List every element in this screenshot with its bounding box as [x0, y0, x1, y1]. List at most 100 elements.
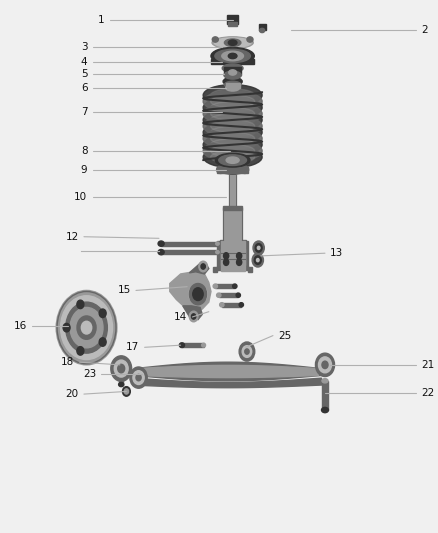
Ellipse shape [217, 293, 221, 297]
Circle shape [322, 361, 328, 368]
Text: 10: 10 [74, 192, 88, 203]
Ellipse shape [203, 97, 262, 118]
Circle shape [99, 309, 106, 318]
Circle shape [191, 314, 196, 319]
Ellipse shape [260, 28, 265, 33]
Text: 23: 23 [83, 369, 96, 379]
Circle shape [136, 374, 141, 381]
Ellipse shape [211, 114, 255, 126]
Ellipse shape [224, 81, 241, 88]
Circle shape [253, 241, 264, 255]
Circle shape [124, 389, 129, 394]
Circle shape [239, 342, 255, 361]
Text: 14: 14 [174, 312, 187, 322]
Text: 22: 22 [421, 388, 434, 398]
Circle shape [123, 386, 131, 396]
Ellipse shape [201, 343, 205, 347]
Ellipse shape [203, 85, 262, 106]
Ellipse shape [216, 242, 219, 245]
Circle shape [118, 365, 125, 373]
Ellipse shape [203, 134, 262, 155]
Text: 3: 3 [81, 43, 88, 52]
Ellipse shape [216, 251, 219, 254]
Ellipse shape [215, 154, 250, 167]
Text: 7: 7 [81, 107, 88, 117]
Bar [119, 368, 124, 384]
Text: 4: 4 [81, 57, 88, 67]
Ellipse shape [224, 39, 241, 46]
Polygon shape [183, 306, 202, 320]
Ellipse shape [239, 303, 244, 307]
Circle shape [60, 296, 113, 360]
Ellipse shape [226, 157, 239, 164]
Ellipse shape [203, 91, 262, 112]
Ellipse shape [211, 108, 255, 120]
Ellipse shape [322, 378, 328, 383]
Circle shape [77, 346, 84, 355]
Circle shape [237, 253, 242, 259]
Ellipse shape [228, 53, 237, 59]
Bar [220, 249, 245, 271]
Ellipse shape [219, 303, 224, 307]
Ellipse shape [211, 101, 255, 114]
Circle shape [199, 261, 208, 272]
Text: 18: 18 [61, 357, 74, 367]
Ellipse shape [321, 407, 328, 413]
Ellipse shape [211, 47, 254, 64]
Ellipse shape [215, 50, 251, 62]
Text: 5: 5 [81, 69, 88, 79]
Ellipse shape [211, 151, 255, 164]
Text: 17: 17 [126, 342, 139, 352]
Circle shape [56, 290, 117, 365]
Ellipse shape [214, 38, 251, 47]
Text: 16: 16 [14, 321, 27, 331]
Circle shape [254, 256, 261, 264]
Text: 15: 15 [117, 286, 131, 295]
Text: 9: 9 [81, 165, 88, 175]
Circle shape [77, 300, 84, 309]
Bar [161, 241, 217, 246]
Circle shape [189, 311, 198, 322]
Circle shape [257, 259, 259, 262]
Bar [219, 293, 238, 297]
Bar [220, 241, 245, 265]
Ellipse shape [158, 241, 164, 246]
Text: 6: 6 [81, 83, 88, 93]
Circle shape [245, 349, 249, 354]
Ellipse shape [217, 165, 248, 174]
Circle shape [201, 264, 205, 269]
Bar [182, 343, 204, 348]
Ellipse shape [228, 40, 237, 45]
Ellipse shape [217, 166, 224, 173]
Ellipse shape [236, 293, 240, 297]
Circle shape [111, 356, 132, 381]
Polygon shape [135, 362, 321, 381]
Circle shape [130, 367, 147, 388]
Ellipse shape [212, 37, 253, 49]
Circle shape [133, 370, 144, 384]
Circle shape [252, 253, 263, 267]
Text: 12: 12 [66, 232, 79, 242]
Bar [211, 59, 254, 64]
Circle shape [223, 253, 229, 259]
Ellipse shape [211, 126, 255, 139]
Text: 2: 2 [421, 25, 428, 35]
Bar [223, 208, 242, 240]
Ellipse shape [203, 147, 262, 168]
Ellipse shape [203, 128, 262, 149]
Circle shape [189, 284, 207, 305]
Circle shape [81, 321, 92, 334]
Text: 25: 25 [278, 330, 291, 341]
Text: 20: 20 [66, 389, 79, 399]
Bar [259, 24, 265, 30]
Bar [226, 83, 240, 88]
Bar [224, 209, 241, 240]
Bar [228, 22, 237, 26]
Ellipse shape [211, 132, 255, 145]
Circle shape [237, 259, 242, 265]
Ellipse shape [203, 122, 262, 143]
Circle shape [318, 357, 332, 373]
Circle shape [66, 302, 107, 353]
Bar [229, 171, 236, 214]
Circle shape [99, 338, 106, 346]
